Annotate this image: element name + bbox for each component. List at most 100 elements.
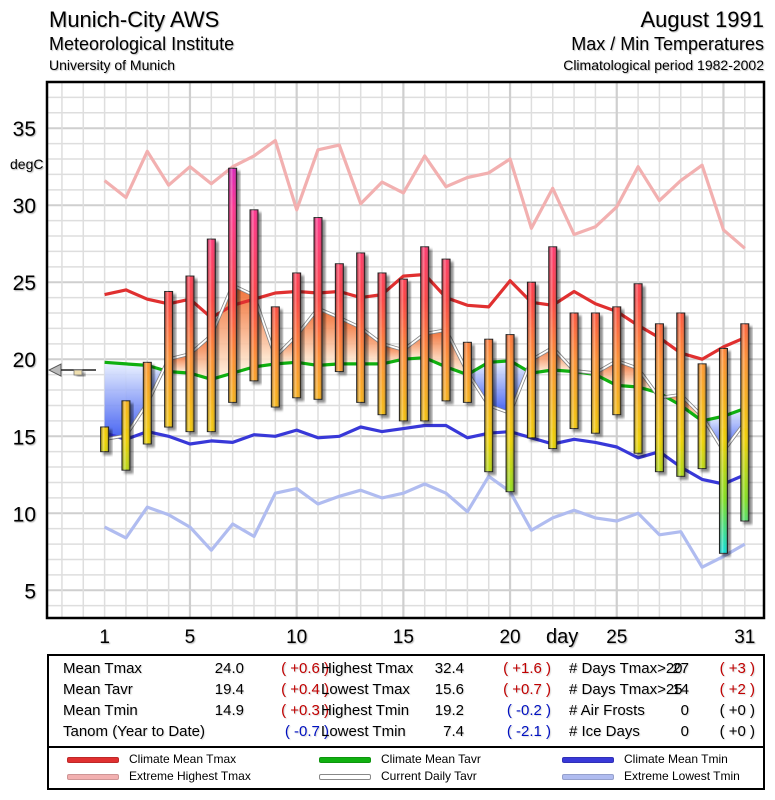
legend-swatch xyxy=(67,774,119,780)
daily-bar-shine xyxy=(185,276,194,432)
stat-anomaly: ( -2.1 ) xyxy=(506,723,551,740)
legend-label: Climate Mean Tmax xyxy=(129,752,237,766)
stat-label: Mean Tmin xyxy=(63,702,138,719)
stat-anomaly: ( +2 ) xyxy=(719,681,755,698)
daily-bar-shine xyxy=(164,291,173,428)
stat-label: Tanom (Year to Date) xyxy=(63,723,206,740)
stat-value: 14 xyxy=(672,681,689,698)
daily-bar-shine xyxy=(121,400,130,471)
stat-value: 32.4 xyxy=(434,660,464,677)
daily-bar xyxy=(697,363,707,470)
daily-bar-shine xyxy=(698,363,707,469)
chart-subtitle: Max / Min Temperatures xyxy=(571,34,764,54)
daily-bar xyxy=(590,312,600,434)
daily-bar xyxy=(505,334,515,493)
daily-bar-shine xyxy=(271,306,280,407)
y-tick-label: 25 xyxy=(13,272,36,295)
daily-bar xyxy=(185,275,195,433)
daily-bar-shine xyxy=(207,239,216,432)
stat-value: 19.4 xyxy=(214,681,244,698)
stat-value: 27 xyxy=(672,660,689,677)
daily-bar xyxy=(121,400,131,471)
warm-anomaly-area xyxy=(232,285,254,374)
tanom-bar xyxy=(73,369,83,376)
legend: Climate Mean Tmax Extreme Highest Tmax Cli… xyxy=(47,746,765,790)
legend-label: Extreme Lowest Tmin xyxy=(624,769,740,783)
stat-anomaly: ( +0.7 ) xyxy=(503,681,551,698)
daily-bar-shine xyxy=(356,252,365,403)
daily-bar-shine xyxy=(719,348,728,554)
daily-bar-shine xyxy=(420,246,429,421)
warm-anomaly-area xyxy=(531,347,553,374)
tanom-marker xyxy=(47,363,96,377)
daily-bar-shine xyxy=(399,279,408,421)
daily-range-bars xyxy=(100,167,750,554)
daily-bar-shine xyxy=(100,427,109,452)
stat-anomaly: ( +0 ) xyxy=(719,702,755,719)
y-tick-label: 20 xyxy=(13,349,36,372)
statistics-panel: Mean Tmax 24.0 ( +0.6 ) Mean Tavr 19.4 ( +0.4… xyxy=(47,654,765,748)
daily-bar-shine xyxy=(740,323,749,521)
y-tick-label: 30 xyxy=(13,195,36,218)
stat-value: 24.0 xyxy=(214,660,244,677)
daily-bar xyxy=(398,278,408,422)
daily-bar xyxy=(569,312,579,430)
station-title: Munich-City AWS xyxy=(49,7,220,32)
warm-anomaly-area xyxy=(189,335,212,380)
daily-bar-shine xyxy=(378,272,387,415)
warm-anomaly-area xyxy=(339,317,361,364)
daily-bar-shine xyxy=(314,217,323,400)
warm-anomaly-area xyxy=(296,308,319,366)
stat-label: # Days Tmax>20 xyxy=(569,660,683,677)
legend-label: Extreme Highest Tmax xyxy=(129,769,251,783)
daily-bar-shine xyxy=(463,342,472,403)
stat-anomaly: ( -0.2 ) xyxy=(506,702,551,719)
cool-anomaly-area xyxy=(104,362,126,440)
daily-bar xyxy=(420,246,430,422)
daily-bar-shine xyxy=(506,334,515,492)
daily-bar-shine xyxy=(655,323,664,472)
stat-value: 14.9 xyxy=(214,702,244,719)
daily-bar xyxy=(633,283,643,454)
daily-bar xyxy=(164,290,174,428)
daily-bar-shine xyxy=(527,282,536,438)
daily-bar xyxy=(292,272,302,399)
warm-anomaly-area xyxy=(424,329,447,367)
daily-bar-shine xyxy=(249,209,258,381)
cool-anomaly-area xyxy=(488,360,511,414)
daily-bar xyxy=(377,272,387,416)
daily-bar xyxy=(270,306,280,408)
daily-bar xyxy=(313,217,323,400)
legend-swatch xyxy=(319,774,371,780)
stat-label: Highest Tmin xyxy=(321,702,410,719)
stat-anomaly: ( +0.6 ) xyxy=(281,660,329,677)
stat-label: Highest Tmax xyxy=(321,660,414,677)
legend-swatch xyxy=(67,757,119,763)
daily-bar-shine xyxy=(634,283,643,454)
daily-bar-shine xyxy=(335,263,344,372)
stat-anomaly: ( +1.6 ) xyxy=(503,660,551,677)
stat-value: 15.6 xyxy=(434,681,464,698)
cool-anomaly-area xyxy=(723,408,745,451)
extreme-highest-tmax-line xyxy=(103,138,746,250)
daily-bar-shine xyxy=(292,272,301,398)
x-tick-labels: 1 5 10 15 20 25 31 xyxy=(99,627,755,648)
x-tick-label: 10 xyxy=(286,627,307,648)
x-tick-label: 1 xyxy=(99,627,110,648)
month-title: August 1991 xyxy=(640,7,764,32)
daily-bar xyxy=(228,167,238,403)
y-tick-label: 10 xyxy=(13,503,36,526)
legend-swatch xyxy=(319,757,371,763)
legend-label: Climate Mean Tmin xyxy=(624,752,728,766)
stat-anomaly: ( +0.4 ) xyxy=(281,681,329,698)
stat-anomaly: ( -0.7 ) xyxy=(284,723,329,740)
daily-bar xyxy=(548,246,558,450)
institute-title: Meteorological Institute xyxy=(49,34,235,54)
stat-anomaly: ( +0 ) xyxy=(719,723,755,740)
extreme-lowest-tmin-line xyxy=(103,474,746,569)
daily-bar xyxy=(718,347,728,554)
legend-label: Climate Mean Tavr xyxy=(381,752,481,766)
daily-bar-shine xyxy=(570,313,579,429)
warm-anomaly-area xyxy=(360,327,383,364)
